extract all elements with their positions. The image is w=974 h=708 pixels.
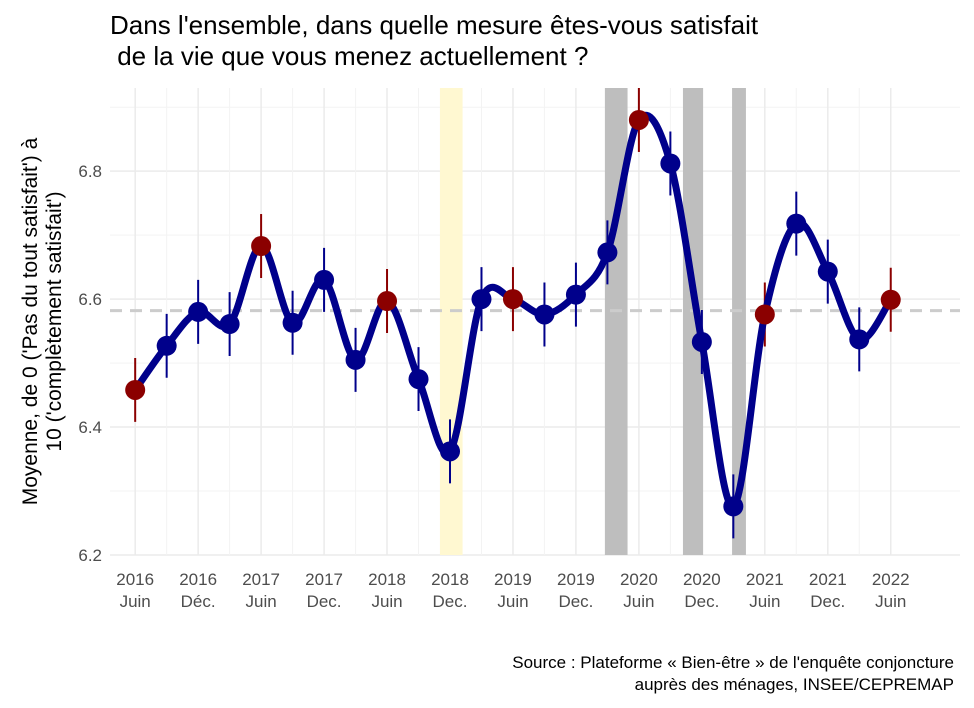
x-tick-label: 2016 Juin bbox=[116, 570, 154, 611]
y-tick-label: 6.4 bbox=[78, 418, 102, 437]
data-point-highlight bbox=[880, 289, 901, 310]
data-points bbox=[125, 109, 901, 517]
x-tick-label: 2020 Dec. bbox=[683, 570, 721, 611]
data-point bbox=[408, 369, 429, 390]
shaded-period bbox=[682, 88, 704, 555]
x-tick-label: 2022 Juin bbox=[872, 570, 910, 611]
data-point-highlight bbox=[502, 289, 523, 310]
x-tick-label: 2018 Juin bbox=[368, 570, 406, 611]
data-point bbox=[314, 269, 335, 290]
x-tick-label: 2021 Dec. bbox=[809, 570, 847, 611]
data-point-highlight bbox=[125, 379, 146, 400]
source-note: Source : Plateforme « Bien-être » de l'e… bbox=[512, 653, 954, 694]
y-tick-labels: 6.2 6.4 6.6 6.8 bbox=[78, 162, 102, 565]
y-tick-label: 6.6 bbox=[78, 290, 102, 309]
data-point bbox=[219, 314, 240, 335]
data-point bbox=[660, 153, 681, 174]
data-point-highlight bbox=[377, 291, 398, 312]
x-tick-label: 2019 Juin bbox=[494, 570, 532, 611]
x-tick-label: 2019 Dec. bbox=[557, 570, 595, 611]
data-point bbox=[471, 289, 492, 310]
x-tick-labels: 2016 Juin 2016 Déc. 2017 Juin 2017 Dec. 2018 Juin… bbox=[116, 570, 909, 611]
y-tick-label: 6.8 bbox=[78, 162, 102, 181]
data-point-highlight bbox=[628, 109, 649, 130]
data-point-highlight bbox=[754, 304, 775, 325]
data-point bbox=[817, 261, 838, 282]
x-tick-label: 2021 Juin bbox=[746, 570, 784, 611]
data-point bbox=[156, 335, 177, 356]
data-point bbox=[440, 441, 460, 462]
y-axis-label: Moyenne, de 0 ('Pas du tout satisfait') … bbox=[19, 137, 66, 505]
y-tick-label: 6.2 bbox=[78, 546, 102, 565]
x-tick-label: 2017 Juin bbox=[242, 570, 280, 611]
data-point bbox=[565, 284, 586, 305]
x-tick-label: 2020 Juin bbox=[620, 570, 658, 611]
series-line bbox=[131, 111, 895, 510]
data-point bbox=[534, 304, 555, 325]
data-point bbox=[849, 329, 870, 350]
shaded-period bbox=[439, 88, 463, 555]
data-point bbox=[691, 331, 712, 352]
chart-title: Dans l'ensemble, dans quelle mesure êtes… bbox=[110, 10, 759, 71]
x-tick-label: 2017 Dec. bbox=[305, 570, 343, 611]
x-tick-label: 2016 Déc. bbox=[179, 570, 217, 611]
x-tick-label: 2018 Dec. bbox=[431, 570, 469, 611]
data-point bbox=[188, 301, 209, 322]
data-point bbox=[786, 213, 807, 234]
data-point bbox=[723, 496, 744, 517]
data-point bbox=[345, 349, 366, 370]
data-point bbox=[597, 242, 618, 263]
shaded-period bbox=[732, 88, 746, 555]
y-axis-label-group: Moyenne, de 0 ('Pas du tout satisfait') … bbox=[19, 137, 66, 505]
data-point-highlight bbox=[251, 236, 272, 257]
series-line-group bbox=[131, 111, 895, 510]
data-point bbox=[282, 312, 303, 333]
